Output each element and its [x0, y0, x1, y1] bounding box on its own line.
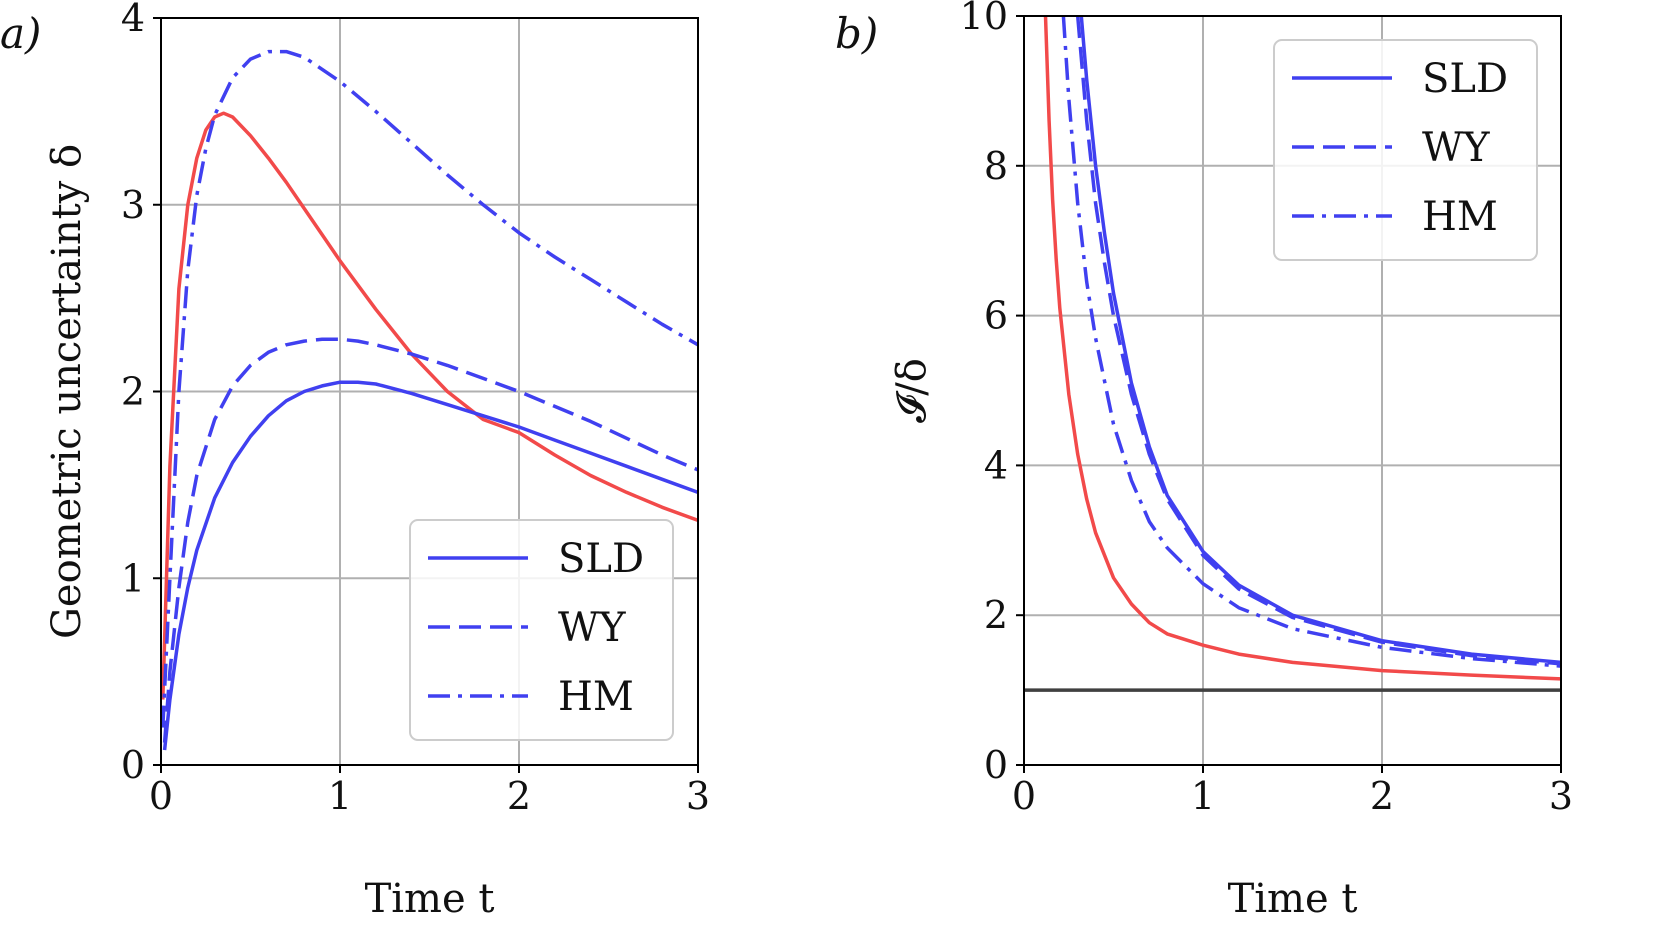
x-tick-label: 1	[1191, 774, 1215, 818]
y-tick-label: 10	[960, 0, 1008, 38]
x-tick-label: 2	[1370, 774, 1394, 818]
y-tick-label: 2	[121, 370, 145, 414]
y-tick-label: 3	[121, 183, 145, 227]
series-group	[161, 49, 698, 751]
y-tick-label: 0	[121, 743, 145, 787]
legend-label-hm: HM	[558, 674, 634, 720]
x-axis-label: Time t	[365, 876, 495, 922]
legend-box	[1273, 39, 1538, 261]
legend: SLD WY HM	[409, 519, 674, 741]
x-tick-label: 0	[1012, 774, 1036, 818]
legend-label-hm: HM	[1422, 194, 1498, 240]
x-tick-label: 0	[149, 774, 173, 818]
chart-panel-a: 0 1 2 3 0 1 2 3 4 Time t Geometric uncertainty δ a)…	[0, 0, 710, 922]
panel-label: b)	[835, 9, 878, 58]
series-wy-line	[162, 337, 698, 743]
panel-label: a)	[0, 9, 41, 58]
series-hm-line	[1061, 16, 1561, 668]
x-axis-label: Time t	[1228, 876, 1358, 922]
legend-label-wy: WY	[1422, 125, 1490, 171]
series-group	[1043, 16, 1561, 681]
legend-label-sld: SLD	[1422, 56, 1508, 102]
y-axis-label: 𝓘/δ	[889, 358, 935, 423]
axes-frame	[1023, 15, 1562, 766]
series-hm-line	[161, 49, 698, 728]
y-axis-label: Geometric uncertainty δ	[44, 144, 90, 639]
y-tick-label: 8	[984, 144, 1008, 188]
x-tick-label: 3	[686, 774, 710, 818]
x-tick-label: 3	[1549, 774, 1573, 818]
series-wy-line	[1075, 16, 1561, 666]
y-tick-label: 2	[984, 593, 1008, 637]
series-sld-line	[162, 380, 698, 751]
series-red-line	[1043, 16, 1561, 681]
x-tick-label: 2	[507, 774, 531, 818]
x-tick-label: 1	[328, 774, 352, 818]
legend-box	[409, 519, 674, 741]
legend-label-wy: WY	[558, 605, 626, 651]
chart-panel-b: 0 1 2 3 0 2 4 6 8 10 Time t 𝓘/δ b) SLD WY HM	[835, 0, 1573, 922]
y-tick-label: 4	[121, 0, 145, 40]
series-red-line	[161, 111, 698, 700]
y-tick-label: 4	[984, 443, 1008, 487]
legend-label-sld: SLD	[558, 536, 644, 582]
legend: SLD WY HM	[1273, 39, 1538, 261]
y-tick-label: 0	[984, 743, 1008, 787]
y-tick-label: 1	[121, 556, 145, 600]
y-tick-label: 6	[984, 294, 1008, 338]
